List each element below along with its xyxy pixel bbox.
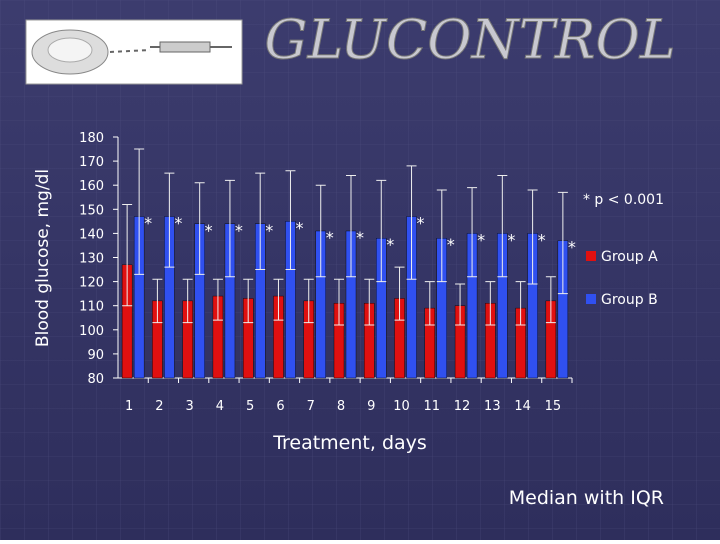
error-bar — [467, 187, 478, 278]
y-tick-label: 110 — [79, 300, 104, 315]
x-tick-label: 15 — [545, 399, 562, 414]
x-tick-label: 4 — [216, 399, 224, 414]
x-tick-label: 3 — [186, 399, 194, 414]
error-bar — [394, 266, 405, 321]
error-bar — [285, 170, 296, 271]
footnote: Median with IQR — [509, 487, 664, 509]
error-bar — [346, 175, 356, 278]
x-tick-label: 8 — [337, 399, 345, 414]
error-bar — [455, 283, 466, 326]
error-bar — [515, 281, 526, 326]
legend-swatch — [586, 294, 596, 304]
x-axis-label: Treatment, days — [272, 432, 427, 454]
error-bar — [243, 278, 254, 324]
significance-mark: * — [417, 214, 425, 233]
significance-mark: * — [477, 230, 485, 249]
error-bar — [436, 189, 447, 283]
x-tick-label: 13 — [484, 399, 501, 414]
legend-label: Group A — [601, 249, 658, 265]
significance-mark: * — [235, 221, 243, 240]
error-bar — [376, 179, 387, 283]
y-tick-label: 100 — [79, 324, 104, 339]
significance-mark: * — [144, 214, 152, 233]
logo-image — [25, 19, 243, 85]
error-bar — [194, 182, 205, 275]
y-tick-label: 150 — [79, 203, 104, 218]
error-bar — [224, 179, 235, 278]
y-tick-label: 90 — [87, 348, 104, 363]
x-tick-label: 6 — [276, 399, 284, 414]
significance-mark: * — [295, 218, 303, 237]
x-tick-label: 14 — [514, 399, 531, 414]
error-bar — [315, 184, 326, 278]
significance-mark: * — [386, 235, 394, 254]
x-tick-label: 12 — [454, 399, 471, 414]
significance-mark: * — [205, 221, 213, 240]
y-tick-label: 130 — [79, 252, 104, 267]
significance-note: * p < 0.001 — [583, 192, 664, 208]
error-bar — [557, 191, 568, 295]
significance-mark: * — [538, 230, 546, 249]
x-tick-label: 7 — [307, 399, 315, 414]
significance-mark: * — [447, 235, 455, 254]
error-bar — [273, 278, 284, 321]
y-axis-label: Blood glucose, mg/dl — [33, 169, 53, 347]
significance-mark: * — [174, 214, 182, 233]
error-bar — [334, 278, 344, 326]
error-bar — [364, 278, 375, 326]
y-tick-label: 120 — [79, 276, 104, 291]
y-tick-label: 80 — [87, 372, 104, 387]
error-bar — [134, 148, 145, 275]
chart-title: GLUCONTROL — [264, 8, 675, 71]
significance-mark: * — [265, 221, 273, 240]
error-bar — [406, 165, 417, 280]
significance-mark: * — [507, 230, 515, 249]
error-bar — [152, 278, 163, 324]
error-bar — [545, 276, 556, 324]
error-bar — [255, 172, 266, 271]
x-tick-label: 5 — [246, 399, 254, 414]
y-tick-label: 140 — [79, 227, 104, 242]
error-bar — [164, 172, 175, 268]
legend-label: Group B — [601, 292, 658, 308]
legend-swatch — [586, 251, 596, 261]
x-tick-label: 1 — [125, 399, 133, 414]
y-tick-label: 160 — [79, 179, 104, 194]
y-tick-label: 170 — [79, 155, 104, 170]
error-bar — [485, 281, 496, 326]
error-bar — [497, 175, 508, 278]
error-bar — [527, 189, 538, 285]
error-bar — [424, 281, 435, 326]
x-tick-label: 10 — [393, 399, 410, 414]
x-tick-label: 2 — [155, 399, 163, 414]
x-tick-label: 9 — [367, 399, 375, 414]
significance-mark: * — [568, 238, 576, 257]
error-bar — [182, 278, 193, 324]
error-bar — [303, 278, 314, 324]
x-tick-label: 11 — [424, 399, 441, 414]
error-bar — [212, 278, 223, 321]
y-tick-label: 180 — [79, 131, 104, 146]
significance-mark: * — [356, 228, 364, 247]
significance-mark: * — [326, 228, 334, 247]
error-bar — [122, 203, 133, 307]
